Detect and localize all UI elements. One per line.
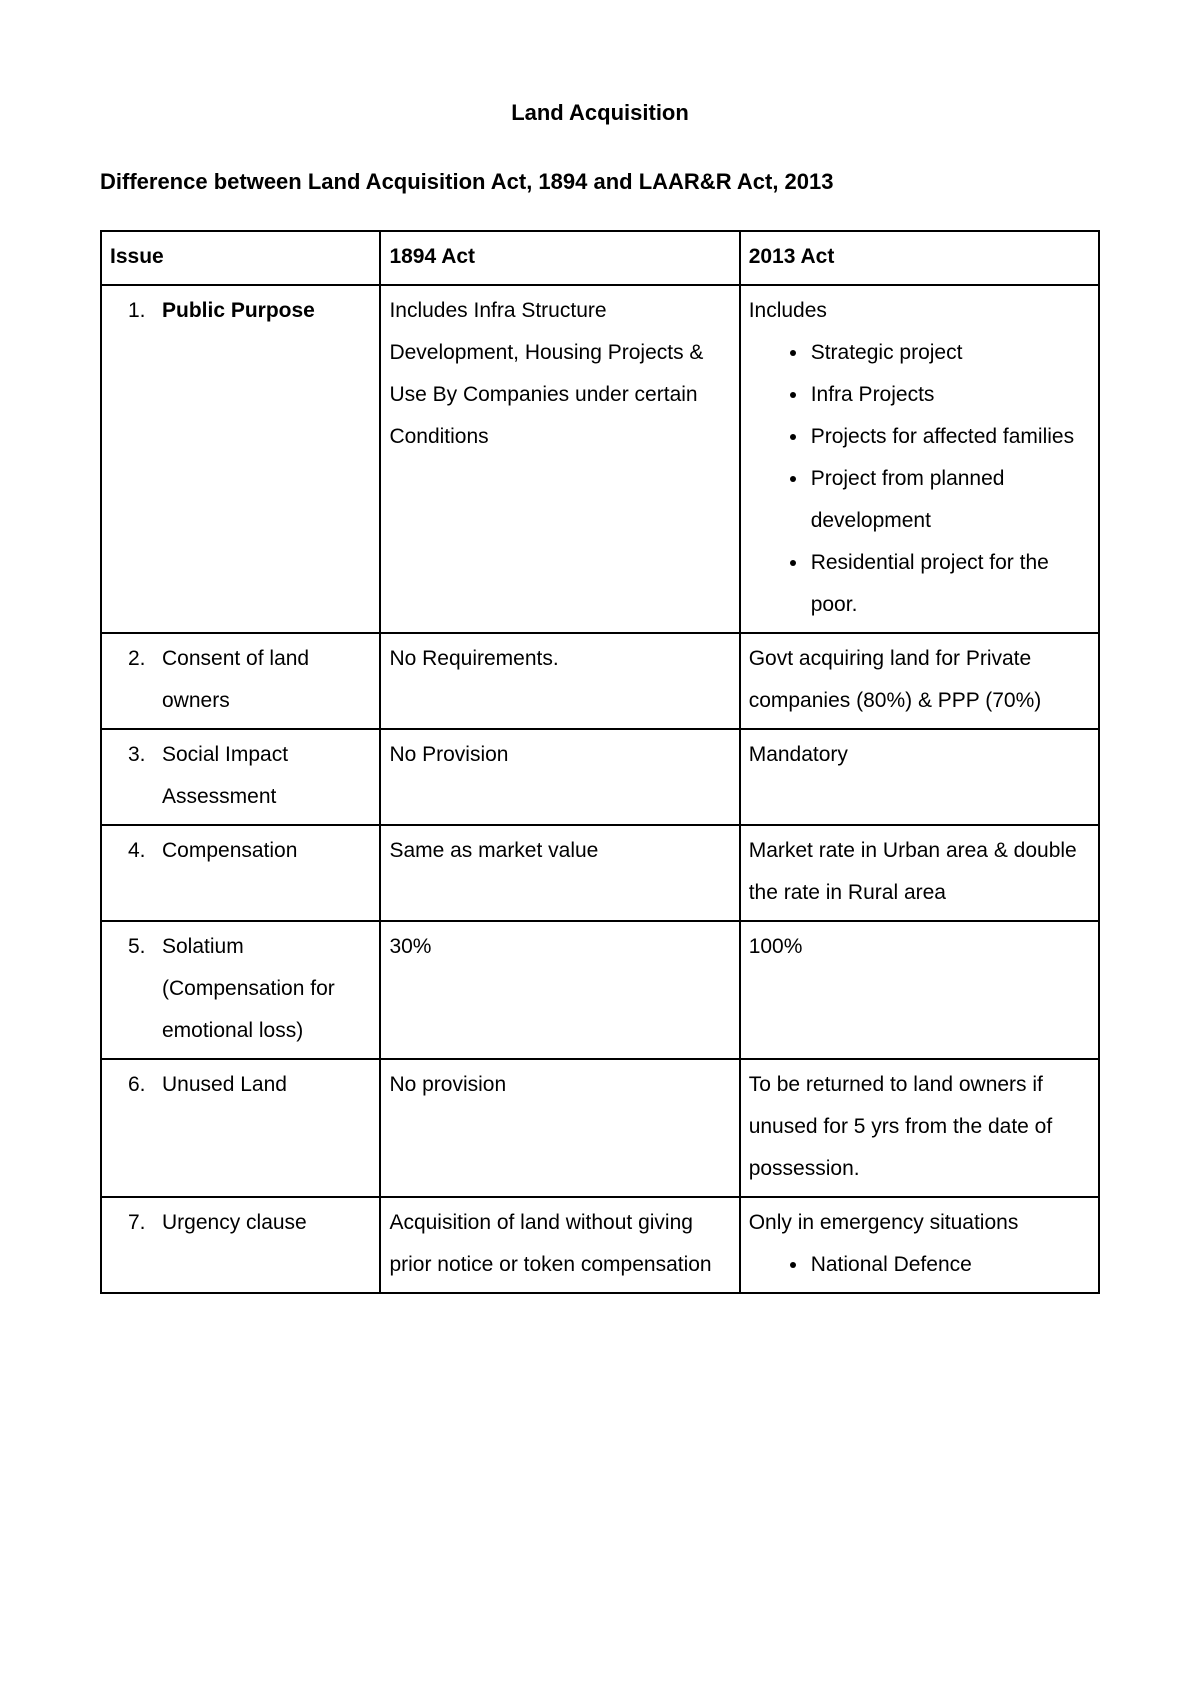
- cell-issue: 4. Compensation: [101, 825, 380, 921]
- issue-number: 3.: [110, 734, 162, 818]
- col-header-issue: Issue: [101, 231, 380, 285]
- document-page: Land Acquisition Difference between Land…: [0, 0, 1200, 1698]
- issue-label: Compensation: [162, 830, 371, 872]
- table-row: 3. Social Impact Assessment No Provision…: [101, 729, 1099, 825]
- table-row: 7. Urgency clause Acquisition of land wi…: [101, 1197, 1099, 1293]
- cell-1894: No provision: [380, 1059, 739, 1197]
- issue-label: Social Impact Assessment: [162, 734, 371, 818]
- list-item: Residential project for the poor.: [809, 542, 1090, 626]
- cell-2013: Mandatory: [740, 729, 1099, 825]
- table-row: 6. Unused Land No provision To be return…: [101, 1059, 1099, 1197]
- list-item: Projects for affected families: [809, 416, 1090, 458]
- issue-label: Solatium (Compensation for emotional los…: [162, 926, 371, 1052]
- issue-number: 1.: [110, 290, 162, 332]
- table-row: 4. Compensation Same as market value Mar…: [101, 825, 1099, 921]
- issue-number: 7.: [110, 1202, 162, 1244]
- cell-2013-lead: Only in emergency situations: [749, 1202, 1090, 1244]
- cell-issue: 5. Solatium (Compensation for emotional …: [101, 921, 380, 1059]
- cell-1894: Acquisition of land without giving prior…: [380, 1197, 739, 1293]
- issue-number: 2.: [110, 638, 162, 722]
- issue-number: 5.: [110, 926, 162, 1052]
- list-item: National Defence: [809, 1244, 1090, 1286]
- cell-1894: No Requirements.: [380, 633, 739, 729]
- cell-1894: No Provision: [380, 729, 739, 825]
- cell-issue: 7. Urgency clause: [101, 1197, 380, 1293]
- cell-issue: 1. Public Purpose: [101, 285, 380, 633]
- issue-number: 4.: [110, 830, 162, 872]
- issue-label: Public Purpose: [162, 290, 371, 332]
- list-item: Infra Projects: [809, 374, 1090, 416]
- cell-2013: Market rate in Urban area & double the r…: [740, 825, 1099, 921]
- table-row: 2. Consent of land owners No Requirement…: [101, 633, 1099, 729]
- table-body: 1. Public Purpose Includes Infra Structu…: [101, 285, 1099, 1293]
- list-item: Strategic project: [809, 332, 1090, 374]
- cell-1894: 30%: [380, 921, 739, 1059]
- cell-2013: 100%: [740, 921, 1099, 1059]
- cell-issue: 2. Consent of land owners: [101, 633, 380, 729]
- cell-issue: 6. Unused Land: [101, 1059, 380, 1197]
- cell-1894: Same as market value: [380, 825, 739, 921]
- comparison-table: Issue 1894 Act 2013 Act 1. Public Purpos…: [100, 230, 1100, 1294]
- list-item: Project from planned development: [809, 458, 1090, 542]
- cell-issue: 3. Social Impact Assessment: [101, 729, 380, 825]
- cell-1894: Includes Infra Structure Development, Ho…: [380, 285, 739, 633]
- cell-2013-list: National Defence: [749, 1244, 1090, 1286]
- issue-label: Unused Land: [162, 1064, 371, 1106]
- cell-2013: Only in emergency situations National De…: [740, 1197, 1099, 1293]
- col-header-2013: 2013 Act: [740, 231, 1099, 285]
- table-row: 1. Public Purpose Includes Infra Structu…: [101, 285, 1099, 633]
- page-subtitle: Difference between Land Acquisition Act,…: [100, 162, 1100, 202]
- cell-2013: To be returned to land owners if unused …: [740, 1059, 1099, 1197]
- page-title: Land Acquisition: [100, 100, 1100, 126]
- cell-2013-lead: Includes: [749, 290, 1090, 332]
- cell-2013: Includes Strategic project Infra Project…: [740, 285, 1099, 633]
- table-header-row: Issue 1894 Act 2013 Act: [101, 231, 1099, 285]
- issue-number: 6.: [110, 1064, 162, 1106]
- issue-label: Urgency clause: [162, 1202, 371, 1244]
- table-row: 5. Solatium (Compensation for emotional …: [101, 921, 1099, 1059]
- issue-label: Consent of land owners: [162, 638, 371, 722]
- cell-2013: Govt acquiring land for Private companie…: [740, 633, 1099, 729]
- cell-2013-list: Strategic project Infra Projects Project…: [749, 332, 1090, 626]
- col-header-1894: 1894 Act: [380, 231, 739, 285]
